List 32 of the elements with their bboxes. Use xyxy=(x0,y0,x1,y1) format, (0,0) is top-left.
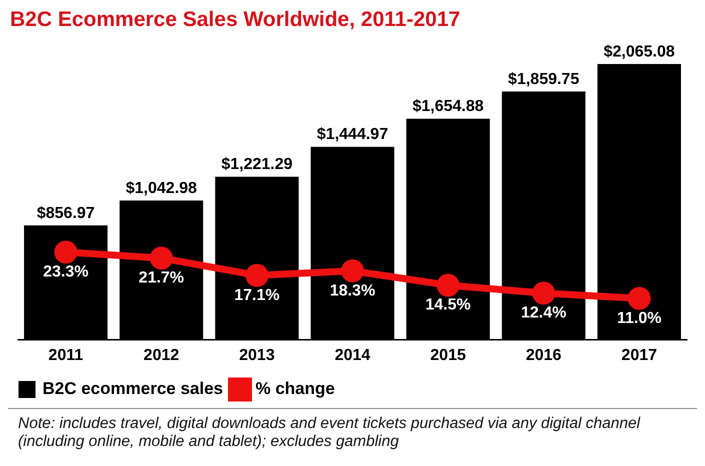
legend-label: % change xyxy=(256,379,335,398)
data-label: 12.4% xyxy=(520,304,566,322)
data-label: 17.1% xyxy=(234,286,280,304)
data-label: 14.5% xyxy=(425,296,471,314)
data-label: 23.3% xyxy=(43,264,88,280)
data-label: 18.3% xyxy=(330,282,376,300)
x-tick-label: 2013 xyxy=(239,346,275,364)
point xyxy=(532,282,556,305)
data-label: $1,444.97 xyxy=(316,126,388,144)
legend-label: B2C ecommerce sales xyxy=(42,379,224,398)
point xyxy=(150,246,173,270)
x-tick-label: 2014 xyxy=(334,346,370,364)
chart-title: B2C Ecommerce Sales Worldwide, 2011-2017 xyxy=(9,7,462,33)
data-label: $1,654.88 xyxy=(412,98,484,116)
data-label: $1,859.75 xyxy=(508,70,580,88)
x-tick-label: 2011 xyxy=(48,346,84,364)
data-label: $1,221.29 xyxy=(221,156,293,174)
x-tick-label: 2012 xyxy=(144,346,180,364)
x-tick-label: 2017 xyxy=(621,346,658,364)
data-label: $1,042.98 xyxy=(126,180,198,197)
point xyxy=(628,286,651,310)
x-tick-label: 2015 xyxy=(430,346,466,364)
point xyxy=(245,264,268,287)
data-label: $2,065.08 xyxy=(604,43,675,60)
data-label: 21.7% xyxy=(138,270,184,287)
x-tick-label: 2016 xyxy=(526,346,562,364)
point xyxy=(341,259,364,282)
point xyxy=(54,240,78,264)
data-label: $856.97 xyxy=(36,204,95,222)
data-label: 11.0% xyxy=(616,310,662,327)
point xyxy=(436,274,460,297)
text: Note: includes travel, digital downloads and event tickets purchased via any digital channel (including online, mobile and tablet); excludes gambling xyxy=(8,408,697,451)
